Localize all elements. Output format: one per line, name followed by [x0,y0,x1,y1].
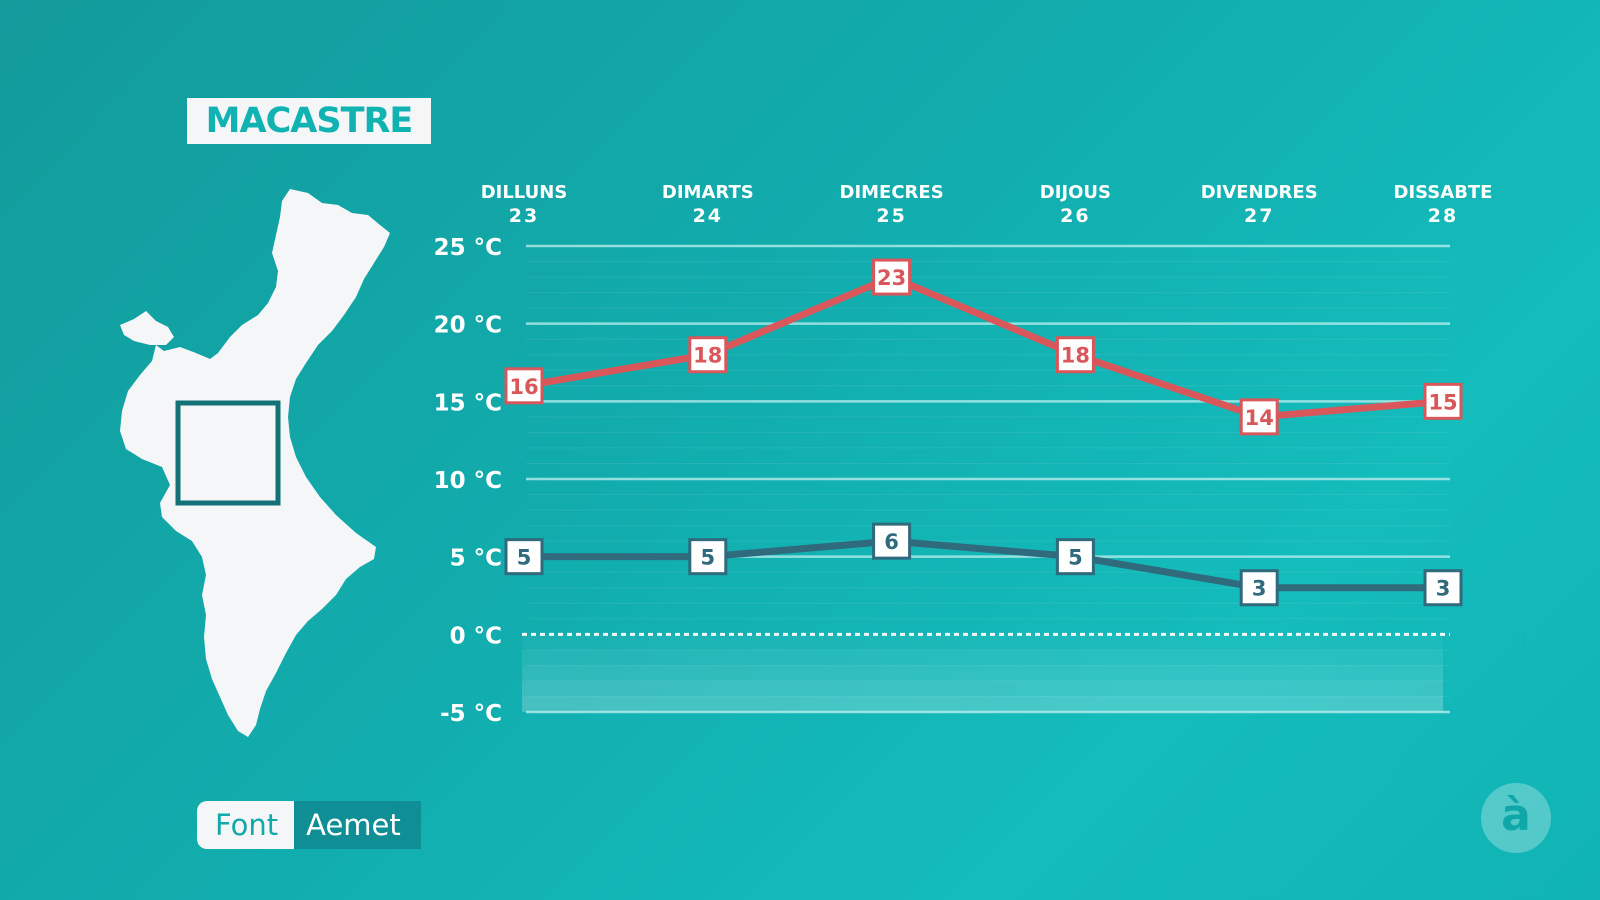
point-marker-min [1423,569,1463,607]
x-tick-day: DIMARTS [662,182,754,203]
point-marker-max [504,367,544,405]
below-zero-band [522,665,1443,681]
point-marker-max [688,336,728,374]
point-label-max: 18 [693,344,722,368]
y-tick-label: -5 °C [440,701,502,727]
y-tick-label: 25 °C [434,235,502,261]
point-label-min: 5 [1068,546,1083,570]
x-tick-day: DILLUNS [481,182,568,203]
x-tick-day: DIJOUS [1040,182,1111,203]
region-map [120,189,390,737]
location-title: MACASTRE [205,101,414,141]
y-tick-label: 5 °C [450,546,502,572]
below-zero-band [522,634,1443,650]
point-label-min: 3 [1436,577,1451,601]
point-label-min: 3 [1252,577,1267,601]
y-tick-label: 10 °C [434,468,502,494]
point-marker-min [1055,538,1095,576]
x-tick-date: 27 [1244,205,1274,227]
channel-logo: à [1481,783,1551,853]
source-value: Aemet [294,801,421,849]
series-points: 16 18 23 18 14 15 5 5 6 5 3 3 [504,258,1463,607]
region-map-island [120,311,174,345]
series-line-min [524,537,1443,592]
point-label-max: 18 [1061,344,1090,368]
point-marker-max [1239,398,1279,436]
point-label-min: 5 [517,546,532,570]
point-label-max: 15 [1428,390,1457,414]
point-marker-min [688,538,728,576]
point-label-max: 16 [509,375,538,399]
point-marker-min [504,538,544,576]
x-tick-day: DIVENDRES [1201,182,1318,203]
point-label-min: 5 [700,546,715,570]
point-marker-max [1423,382,1463,420]
x-tick-date: 25 [876,205,906,227]
point-marker-max [872,258,912,296]
point-label-max: 23 [877,266,906,290]
series-line-max [523,273,1444,421]
source-badge: Font Aemet [197,801,421,849]
y-tick-label: 15 °C [434,390,502,416]
point-marker-max [1055,336,1095,374]
source-label: Font [197,801,295,849]
below-zero-band [522,696,1443,712]
x-tick-date: 23 [509,205,539,227]
x-tick-date: 24 [693,205,723,227]
x-tick-day: DISSABTE [1394,182,1493,203]
y-tick-label: 20 °C [434,313,502,339]
x-tick-day: DIMECRES [840,182,944,203]
y-axis-labels: 25 °C 20 °C 15 °C 10 °C 5 °C 0 °C -5 °C [434,235,502,727]
point-marker-min [1239,569,1279,607]
y-tick-label: 0 °C [450,623,502,649]
location-marker [175,400,281,506]
series-lines [523,273,1444,592]
below-zero-band [522,649,1443,666]
channel-logo-glyph: à [1501,789,1531,841]
point-marker-min [872,522,912,560]
point-label-min: 6 [884,530,899,554]
point-label-max: 14 [1245,406,1274,430]
location-title-box: MACASTRE [187,98,431,144]
below-zero-bands [522,634,1443,712]
x-tick-date: 26 [1060,205,1090,227]
x-tick-date: 28 [1428,205,1458,227]
region-map-shape [120,189,390,737]
below-zero-band [522,680,1443,697]
